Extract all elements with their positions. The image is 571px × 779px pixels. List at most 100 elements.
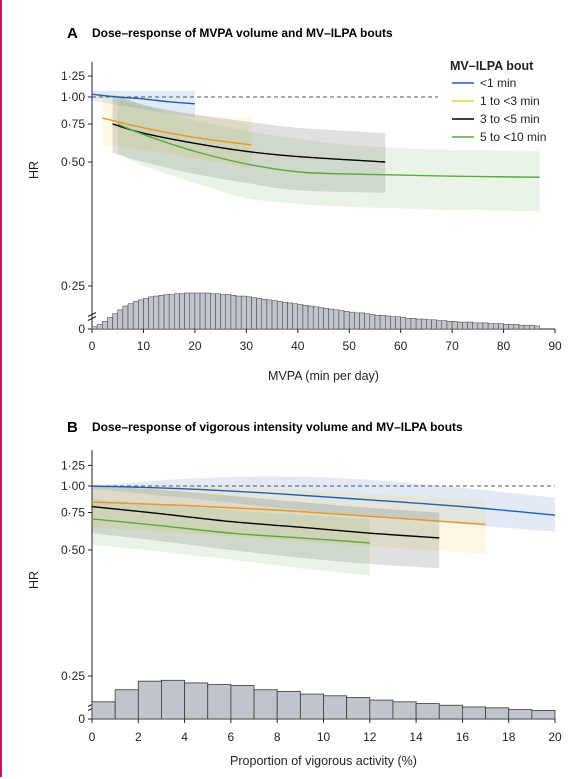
pa-x-tick-label: 50 <box>343 339 357 353</box>
pa-hist-bar <box>338 310 345 330</box>
legend-entry: <1 min <box>480 76 516 90</box>
pa-hist-bar <box>400 317 407 330</box>
pb-y-axis-label: HR <box>27 571 41 589</box>
pb-y-tick-label: 1·25 <box>61 458 85 472</box>
pb-y-tick-label: 0·50 <box>61 543 85 557</box>
pb-series-line <box>91 505 440 539</box>
panel-a-plot: 0 0·25 0·50 0·75 1·00 1·25 0 10 20 30 40 50 60 70 80 90… <box>27 62 562 383</box>
pa-hist-bar <box>112 313 118 330</box>
pa-x-tick-label: 40 <box>291 339 305 353</box>
pa-hist-bar <box>446 321 453 330</box>
pa-hist-bar <box>143 298 149 330</box>
pa-hist-bar <box>441 320 448 330</box>
legend-title: MV–ILPA bout <box>450 59 534 73</box>
pa-hist-bar <box>498 323 504 330</box>
pa-axis-break <box>87 316 97 321</box>
pb-y-tick-label: 1·00 <box>61 479 85 493</box>
pa-x-tick-label: 20 <box>188 339 202 353</box>
pa-y-tick-label: 1·25 <box>61 69 85 83</box>
pb-series-line <box>91 518 370 544</box>
pa-hist-bar <box>302 305 309 330</box>
pa-series-line <box>102 117 252 146</box>
pa-x-tick-label: 80 <box>497 339 511 353</box>
pa-hist-bar <box>431 319 437 330</box>
pa-hist-bar <box>235 295 242 330</box>
pa-ci-band <box>112 94 386 193</box>
pa-hist-bar <box>420 318 427 330</box>
pa-hist-bar <box>307 305 314 330</box>
pa-hist-bar <box>508 324 515 330</box>
pa-hist-bar <box>194 292 201 330</box>
pa-hist-bar <box>390 316 396 330</box>
pa-hist-bar <box>493 323 499 330</box>
pa-hist-bar <box>127 303 134 330</box>
pa-hist-bar <box>225 294 232 330</box>
pa-hist-bar <box>220 294 227 330</box>
pb-x-tick-label: 0 <box>89 730 96 744</box>
pa-hist-bar <box>374 314 381 330</box>
panel-b-plot: 0 0·25 0·50 0·75 1·00 1·25 0 2 4 6 8 10 12 14 16 18 20 Pr… <box>27 450 562 768</box>
panel-b-title: Dose–response of vigorous intensity volu… <box>92 420 463 434</box>
pa-hist-bar <box>369 314 376 330</box>
pb-hist-bar <box>230 685 255 720</box>
pa-x-tick-label: 60 <box>394 339 408 353</box>
pb-series-line <box>91 501 486 526</box>
pb-hist-bar <box>485 707 510 720</box>
pa-y-tick-label: 0·25 <box>61 279 85 293</box>
pa-hist-bar <box>122 305 129 330</box>
pa-hist-bar <box>230 295 237 330</box>
pa-hist-bar <box>364 313 371 330</box>
pa-hist-bar <box>158 295 165 330</box>
pa-hist-bar <box>287 302 293 330</box>
pa-hist-bar <box>132 301 139 330</box>
pa-hist-bar <box>534 325 540 330</box>
pa-hist-bar <box>405 318 412 330</box>
pa-y-tick-label: 0 <box>78 322 85 336</box>
pa-hist-bar <box>482 322 489 330</box>
pa-hist-bar <box>467 321 473 330</box>
pb-x-tick-label: 16 <box>456 730 470 744</box>
pa-hist-bar <box>210 293 216 330</box>
pb-x-tick-label: 20 <box>548 730 562 744</box>
pb-x-tick-label: 18 <box>502 730 516 744</box>
pb-hist-bar <box>91 701 116 720</box>
pb-series-line <box>91 485 556 516</box>
pa-y-axis-label: HR <box>27 161 41 179</box>
pa-x-tick-label: 0 <box>89 339 96 353</box>
pb-hist-bar <box>253 689 278 720</box>
pa-x-tick-label: 10 <box>137 339 151 353</box>
pa-hist-bar <box>251 297 257 330</box>
pa-series-line <box>91 93 195 105</box>
pa-hist-bar <box>312 306 319 330</box>
panel-a-letter: A <box>67 25 78 42</box>
pa-hist-bar <box>174 293 180 330</box>
pb-hist-bar <box>461 706 486 720</box>
pa-hist-bar <box>477 322 484 330</box>
pa-hist-bar <box>354 312 360 330</box>
pb-x-tick-label: 14 <box>409 730 423 744</box>
pa-hist-bar <box>107 317 113 330</box>
pb-x-tick-label: 6 <box>228 730 235 744</box>
pb-y-tick-label: 0·25 <box>61 669 85 683</box>
pa-hist-bar <box>204 292 211 330</box>
panel-b-header: B Dose–response of vigorous intensity vo… <box>67 419 463 436</box>
pa-hist-bar <box>395 316 401 330</box>
pa-hist-bar <box>276 301 283 330</box>
pa-hist-bar <box>261 298 268 330</box>
pb-ci-band <box>92 498 370 576</box>
pb-x-axis-label: Proportion of vigorous activity (%) <box>230 754 417 768</box>
legend: MV–ILPA bout <1 min 1 to <3 min 3 to <5 mi… <box>450 59 546 144</box>
pa-hist-bar <box>189 292 196 330</box>
pb-hist-bar <box>137 680 162 720</box>
pb-hist-bar <box>392 701 417 720</box>
pb-hist-bar <box>369 699 394 720</box>
pa-hist-bar <box>462 321 468 330</box>
pb-y-tick-label: 0·75 <box>61 506 85 520</box>
pa-hist-bar <box>318 307 324 330</box>
pa-series-line <box>112 123 386 163</box>
pa-hist-bar <box>323 308 329 330</box>
pa-x-tick-label: 30 <box>240 339 254 353</box>
pb-hist-bar <box>415 703 440 720</box>
pa-hist-bar <box>168 294 175 330</box>
pa-hist-bar <box>163 294 170 330</box>
